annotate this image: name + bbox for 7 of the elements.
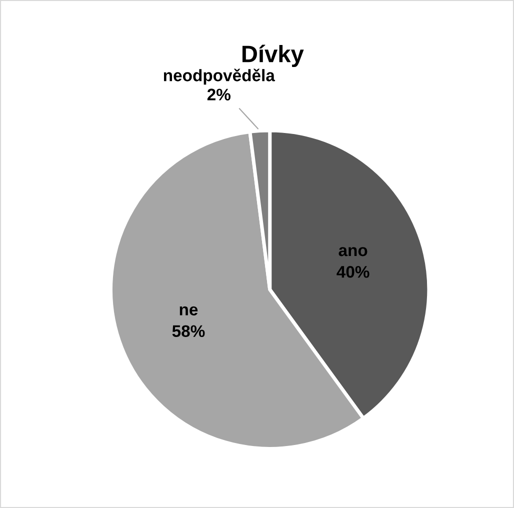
data-label: 2% — [207, 88, 230, 100]
data-label: 58% — [172, 325, 205, 338]
slice-label: neodpověděla — [164, 68, 276, 85]
data-label: 40% — [336, 266, 370, 278]
chart-title: Dívky — [242, 44, 304, 67]
slice-label: ne — [180, 306, 198, 316]
slice-label: ano — [338, 247, 368, 256]
